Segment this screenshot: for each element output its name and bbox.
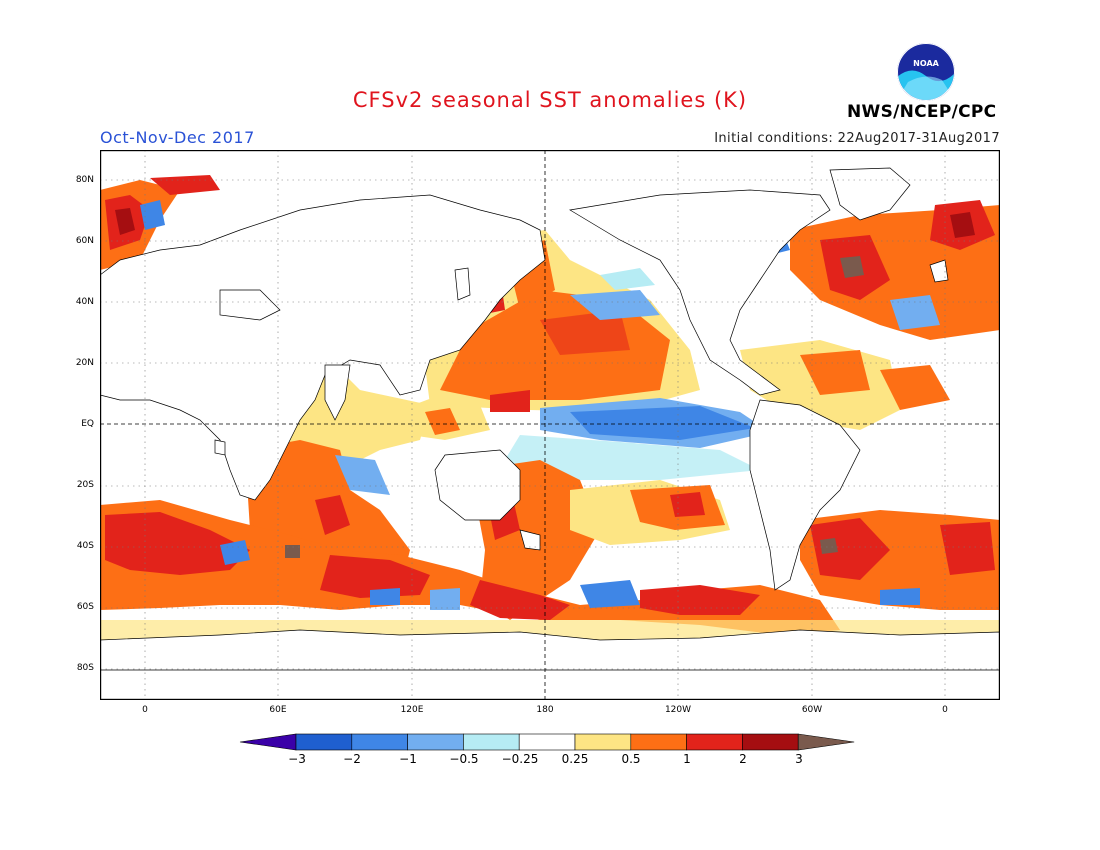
lat-label: 60S [76,602,94,612]
logo-text: NOAA [913,59,939,68]
colorbar-cell [518,733,576,751]
initial-conditions: Initial conditions: 22Aug2017-31Aug2017 [714,131,1000,146]
lat-label: 20N [75,358,94,368]
colorbar-cell [574,733,632,751]
lat-label: 80S [76,663,94,673]
lon-label: 60E [269,705,287,715]
colorbar-cell [686,733,743,751]
colorbar-arrow-low [239,733,297,751]
colorbar-cell [351,733,408,751]
forecast-period: Oct-Nov-Dec 2017 [100,128,255,147]
colorbar-cell [463,733,520,751]
map-title: CFSv2 seasonal SST anomalies (K) [352,88,748,112]
lat-label: 60N [75,236,94,246]
colorbar-label: −0.5 [449,752,479,766]
lat-label: 40S [76,541,94,551]
colorbar-label: 0.25 [561,752,589,766]
lon-label: 120E [400,705,424,715]
colorbar-label: 1 [683,752,691,766]
colorbar-arrow-high [797,733,855,751]
colorbar-label: 0.5 [621,752,641,766]
noaa-logo-icon: NOAA [897,43,955,101]
colorbar-cell [295,733,353,751]
lat-label: EQ [81,419,94,429]
lat-label: 40N [75,297,94,307]
lon-label: 60W [801,705,823,715]
lon-label: 120W [664,705,692,715]
colorbar-label: −2 [343,752,361,766]
colorbar-cell [742,733,799,751]
lon-label: 180 [536,705,554,715]
lon-label: 0 [942,705,948,715]
lon-label: 0 [142,705,148,715]
colorbar-cell [630,733,687,751]
colorbar-label: −3 [288,752,306,766]
graticule [100,150,1000,700]
colorbar-label: 3 [795,752,803,766]
agency-label: NWS/NCEP/CPC [847,102,997,122]
sst-anomaly-map [100,150,1000,700]
colorbar [239,733,855,751]
anomaly-fields [100,175,1000,640]
lat-label: 80N [75,175,94,185]
colorbar-cell [407,733,464,751]
equator-dateline [100,150,1000,700]
colorbar-label: 2 [739,752,747,766]
colorbar-label: −0.25 [501,752,539,766]
colorbar-label: −1 [399,752,417,766]
lat-label: 20S [76,480,94,490]
